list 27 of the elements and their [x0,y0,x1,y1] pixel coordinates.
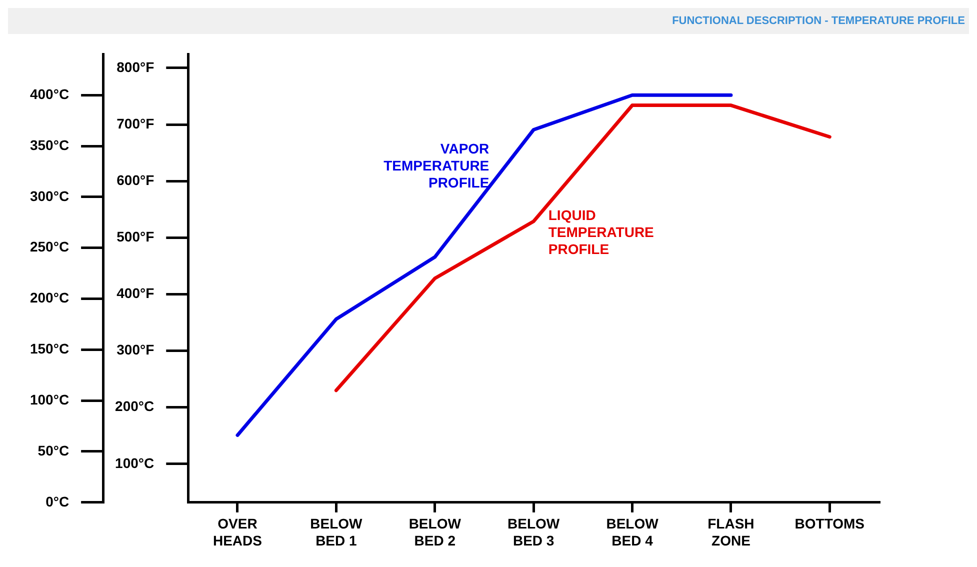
y-tick-label: 400°C [30,86,70,102]
y-tick-label: 350°C [30,136,70,153]
y2-tick-label: 700°F [116,115,155,132]
y-tick-label: 100°C [30,391,70,408]
x-tick-label: FLASH ZONE [708,516,754,548]
y2-tick-label: 400°F [116,285,155,302]
chart-title: FUNCTIONAL DESCRIPTION - TEMPERATURE PROFILE [672,15,965,27]
y-tick-label: 250°C [30,238,70,255]
y2-tick-label: 300°F [116,342,155,358]
x-tick-label: BELOW BED 4 [606,516,660,548]
y-tick-label: 150°C [30,340,70,357]
y2-tick-label: 800°F [116,58,155,75]
y-tick-label: 300°C [30,188,70,204]
x-tick-label: BELOW BED 2 [408,516,462,548]
series-label: LIQUID TEMPERATURE PROFILE [548,207,654,258]
y-tick-label: 0°C [46,493,70,510]
x-tick-label: BELOW BED 3 [508,516,560,548]
y-tick-label: 200°C [30,290,70,306]
series-label: VAPOR TEMPERATURE PROFILE [384,140,490,191]
x-tick-label: BELOW BED 1 [310,516,364,548]
y2-tick-label: 100°C [115,454,154,471]
y2-tick-label: 600°F [116,172,155,188]
y2-tick-label: 500°F [116,228,155,245]
y2-tick-label: 200°C [115,398,154,414]
y-tick-label: 50°C [38,442,70,458]
x-tick-label: OVER HEADS [212,516,262,548]
x-tick-label: BOTTOMS [794,516,865,532]
